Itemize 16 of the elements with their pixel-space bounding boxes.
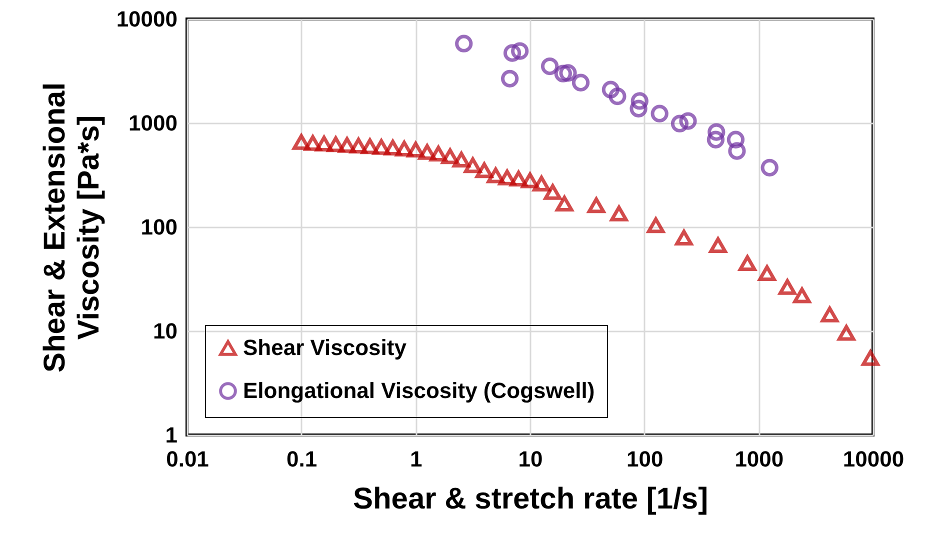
x-tick-label: 100 [626, 446, 664, 472]
y-tick-label: 10 [153, 318, 178, 344]
x-tick-label: 1000 [734, 446, 784, 472]
y-axis-title: Shear & Extensional Viscosity [Pa*s] [38, 82, 106, 373]
y-tick-label: 1000 [128, 110, 178, 136]
legend-label: Shear Viscosity [243, 335, 408, 360]
x-tick-label: 1 [410, 446, 422, 472]
x-tick-label: 0.01 [166, 446, 209, 472]
x-tick-label: 0.1 [286, 446, 318, 472]
x-tick-label: 10 [518, 446, 543, 472]
y-tick-label: 1 [165, 422, 178, 448]
legend-label: Elongational Viscosity (Cogswell) [243, 378, 595, 403]
y-tick-label: 10000 [116, 6, 178, 32]
x-tick-label: 10000 [842, 446, 904, 472]
x-axis-title: Shear & stretch rate [1/s] [352, 482, 708, 516]
y-tick-label: 100 [140, 214, 178, 240]
